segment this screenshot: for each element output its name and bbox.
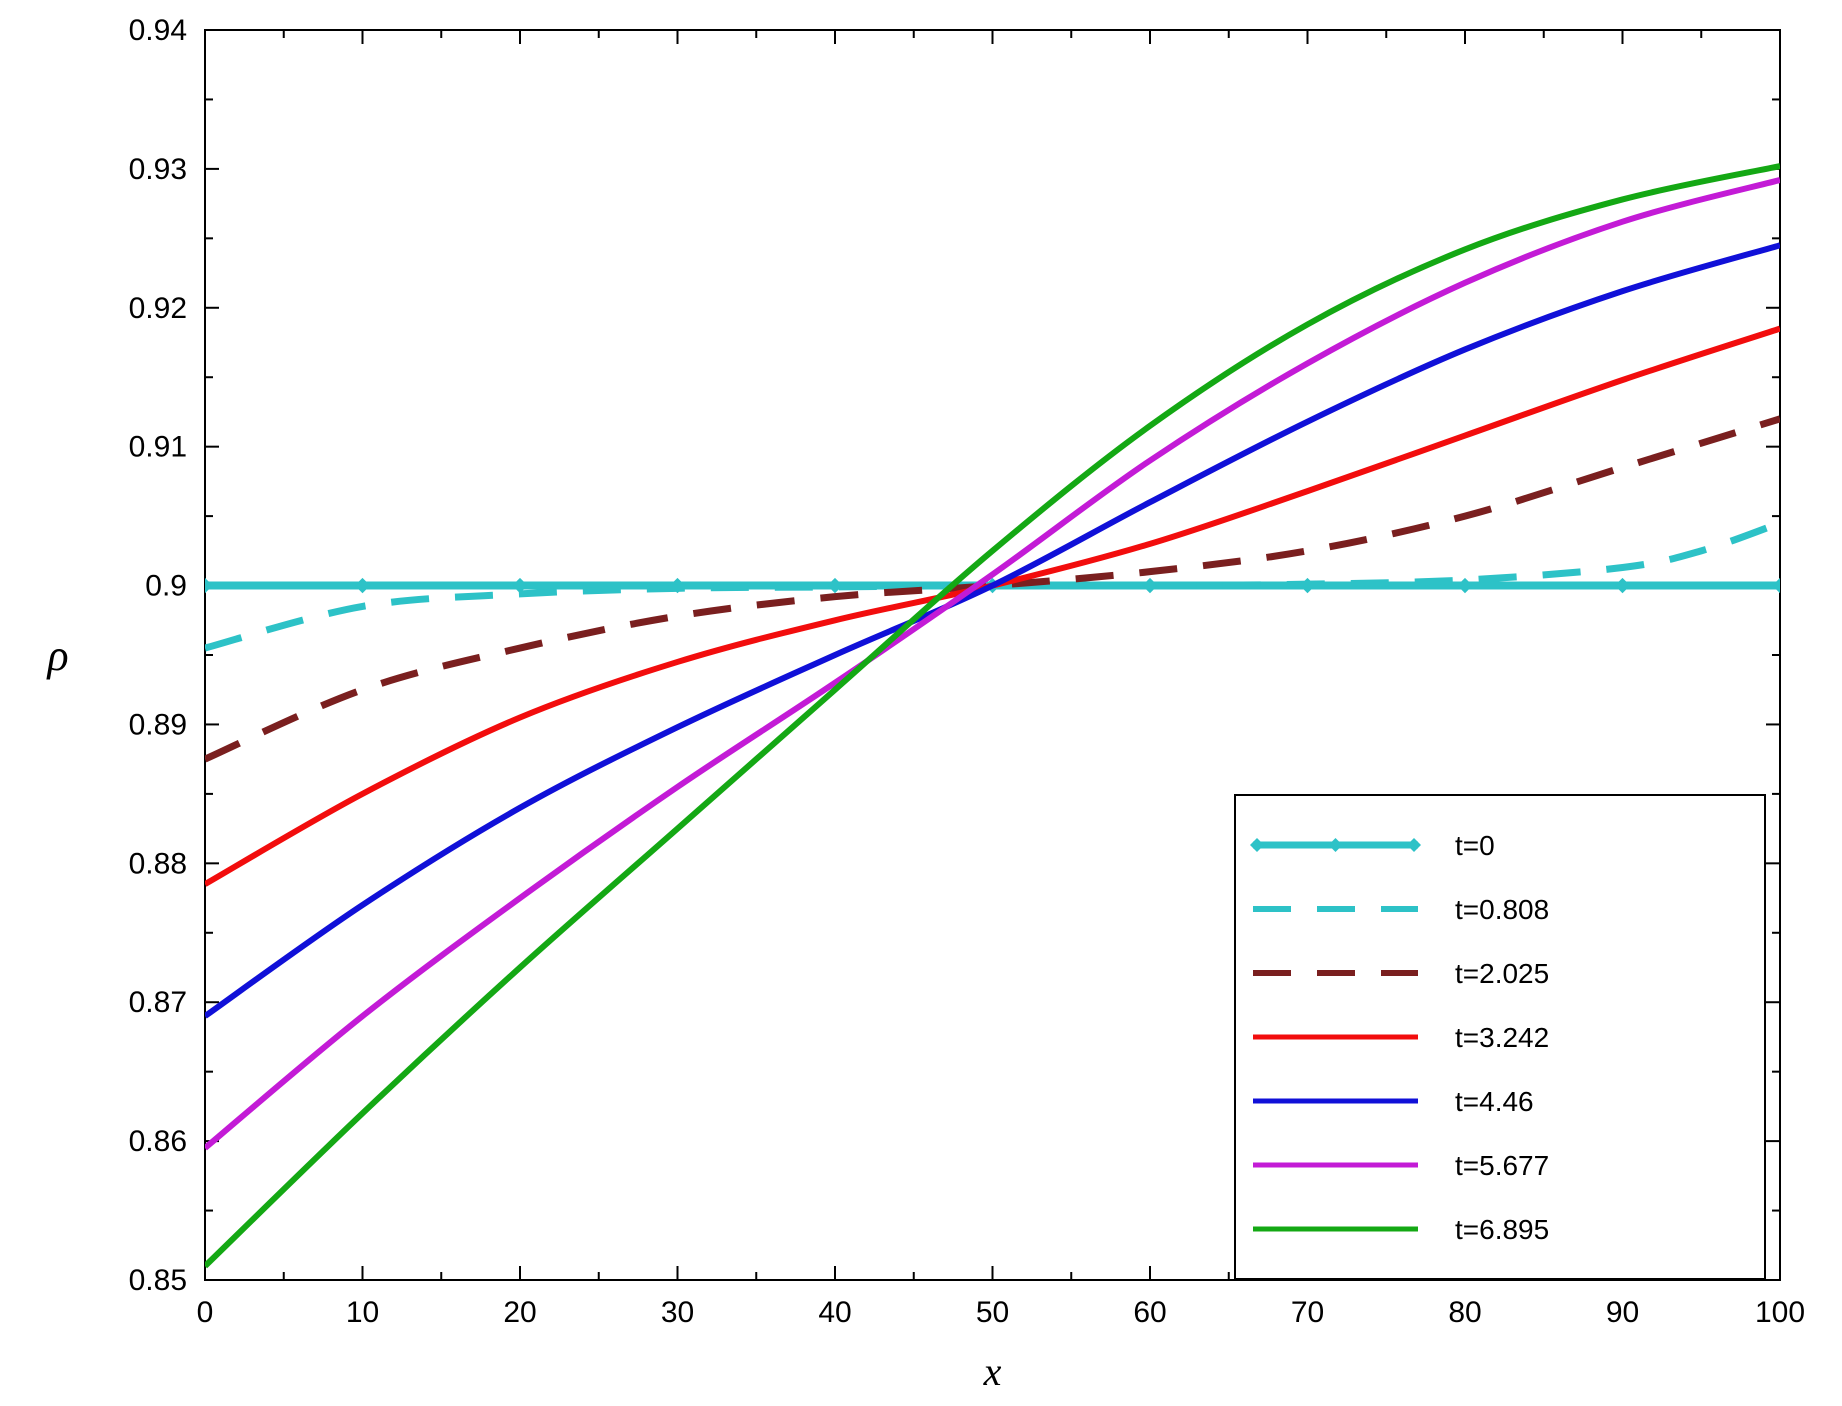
legend-label: t=5.677: [1455, 1150, 1549, 1181]
x-tick-label: 70: [1291, 1296, 1324, 1329]
legend-label: t=3.242: [1455, 1022, 1549, 1053]
x-tick-label: 50: [976, 1296, 1009, 1329]
y-tick-label: 0.91: [129, 431, 187, 464]
x-tick-label: 30: [661, 1296, 694, 1329]
x-tick-label: 0: [197, 1296, 214, 1329]
y-tick-label: 0.94: [129, 14, 187, 47]
legend-label: t=6.895: [1455, 1214, 1549, 1245]
y-tick-label: 0.86: [129, 1125, 187, 1158]
chart-container: 0 10 20 30 40 50 60 70 80 90 100 0.85 0.86 0.87 0.88 0.…: [0, 0, 1842, 1406]
y-tick-label: 0.93: [129, 153, 187, 186]
x-axis-label: x: [983, 1349, 1002, 1394]
y-tick-label: 0.85: [129, 1264, 187, 1297]
legend-label: t=0: [1455, 830, 1495, 861]
y-tick-label: 0.9: [145, 570, 187, 603]
x-tick-label: 40: [818, 1296, 851, 1329]
x-tick-label: 90: [1606, 1296, 1639, 1329]
y-tick-label: 0.89: [129, 708, 187, 741]
y-tick-label: 0.87: [129, 986, 187, 1019]
x-tick-label: 80: [1448, 1296, 1481, 1329]
y-axis-label: ρ: [45, 631, 68, 680]
x-tick-label: 10: [346, 1296, 379, 1329]
legend-label: t=2.025: [1455, 958, 1549, 989]
legend: t=0 t=0.808 t=2.025 t=3.242 t=4.46 t=5.677 t=6…: [1235, 795, 1765, 1279]
x-tick-label: 60: [1133, 1296, 1166, 1329]
line-chart: 0 10 20 30 40 50 60 70 80 90 100 0.85 0.86 0.87 0.88 0.…: [0, 0, 1842, 1406]
y-tick-label: 0.88: [129, 847, 187, 880]
y-tick-label: 0.92: [129, 292, 187, 325]
x-tick-label: 100: [1755, 1296, 1805, 1329]
legend-label: t=0.808: [1455, 894, 1549, 925]
legend-label: t=4.46: [1455, 1086, 1534, 1117]
x-tick-label: 20: [503, 1296, 536, 1329]
